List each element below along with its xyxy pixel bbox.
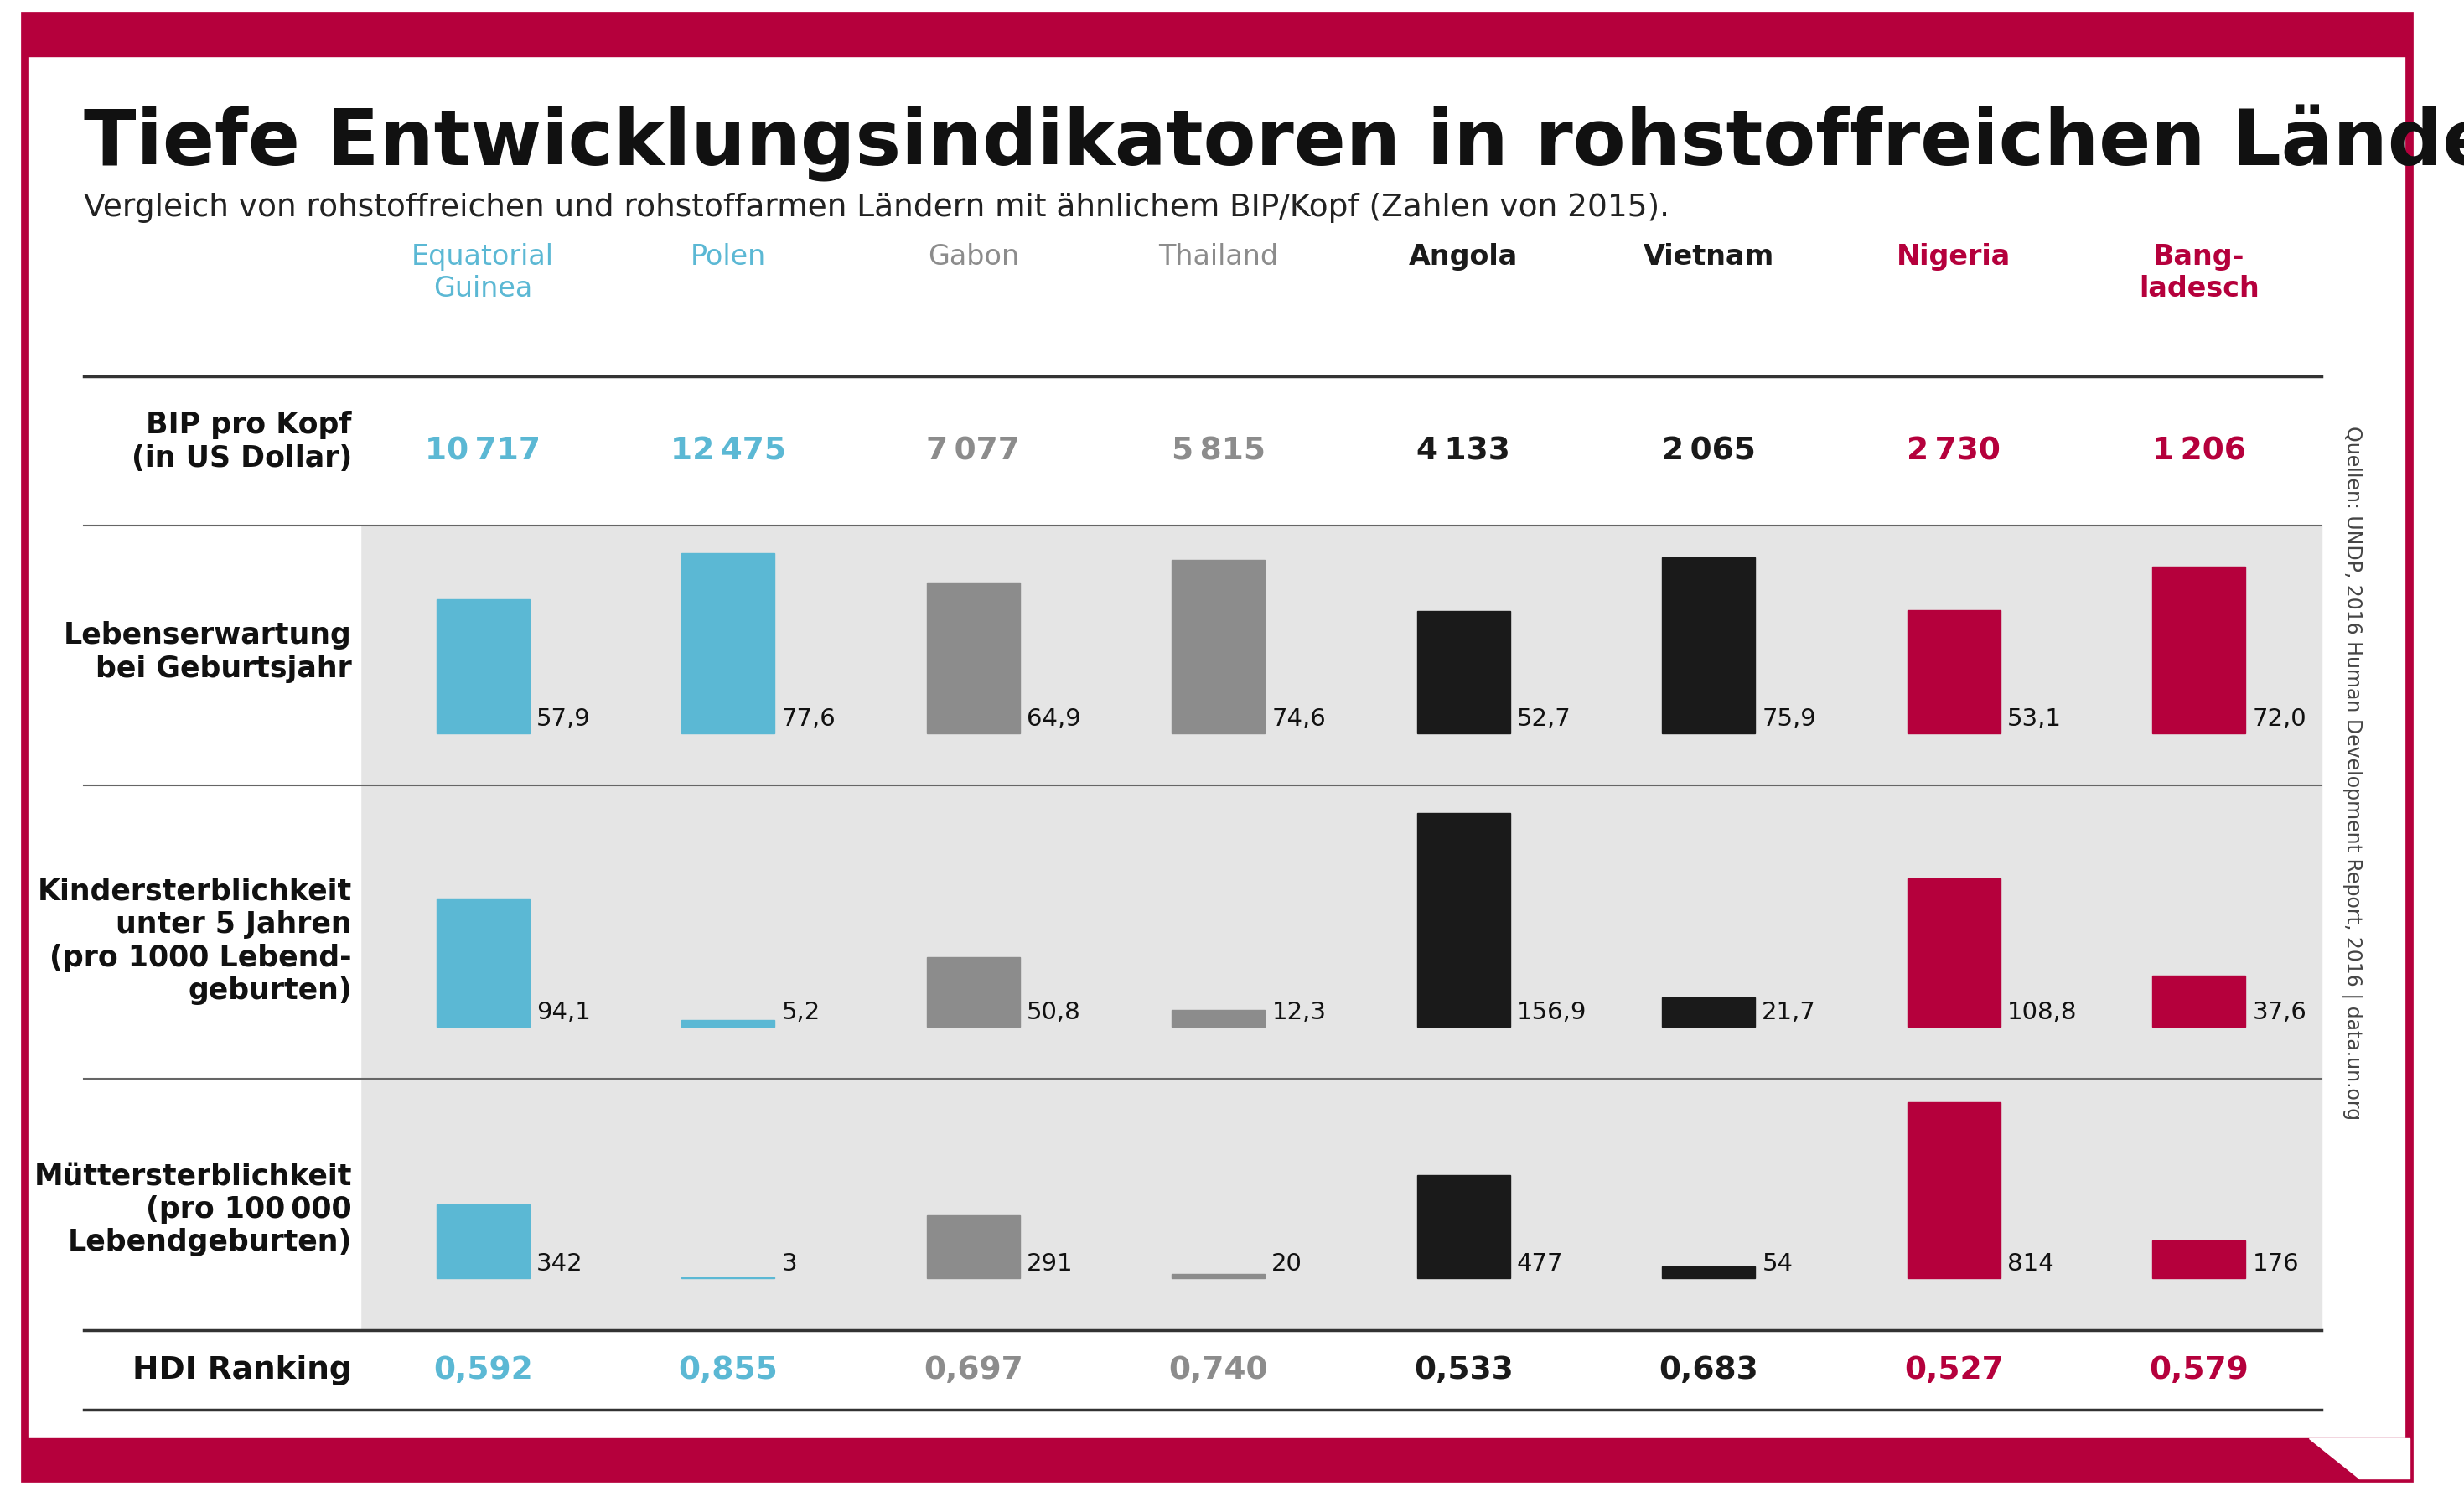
Text: Vergleich von rohstoffreichen und rohstoffarmen Ländern mit ähnlichem BIP/Kopf (: Vergleich von rohstoffreichen und rohsto… <box>84 193 1671 223</box>
Bar <box>360 526 2321 785</box>
Text: 0,592: 0,592 <box>434 1355 532 1385</box>
Text: 156,9: 156,9 <box>1518 1001 1587 1023</box>
Bar <box>1173 561 1264 734</box>
Bar <box>436 600 530 734</box>
Bar <box>1663 998 1754 1026</box>
Text: Equatorial
Guinea: Equatorial Guinea <box>411 243 554 303</box>
Bar <box>25 1438 2410 1478</box>
Text: 77,6: 77,6 <box>781 707 835 731</box>
Text: 54: 54 <box>1762 1251 1794 1275</box>
Text: Müttersterblichkeit
(pro 100 000
Lebendgeburten): Müttersterblichkeit (pro 100 000 Lebendg… <box>34 1162 352 1255</box>
Text: 12,3: 12,3 <box>1271 1001 1326 1023</box>
Text: 72,0: 72,0 <box>2252 707 2306 731</box>
Text: 5,2: 5,2 <box>781 1001 821 1023</box>
Text: 0,740: 0,740 <box>1168 1355 1269 1385</box>
Bar <box>1907 879 2001 1026</box>
Text: 4 133: 4 133 <box>1417 437 1510 467</box>
Text: 94,1: 94,1 <box>537 1001 591 1023</box>
Text: 108,8: 108,8 <box>2008 1001 2077 1023</box>
Text: 2 730: 2 730 <box>1907 437 2001 467</box>
Text: 75,9: 75,9 <box>1762 707 1816 731</box>
Text: 21,7: 21,7 <box>1762 1001 1816 1023</box>
Text: 53,1: 53,1 <box>2008 707 2062 731</box>
Text: Thailand: Thailand <box>1158 243 1279 271</box>
Text: Bang-
ladesch: Bang- ladesch <box>2139 243 2259 303</box>
Bar <box>1907 610 2001 734</box>
Text: 50,8: 50,8 <box>1027 1001 1082 1023</box>
Bar <box>1417 1175 1510 1278</box>
Text: 0,697: 0,697 <box>924 1355 1023 1385</box>
Text: 1 206: 1 206 <box>2151 437 2245 467</box>
Bar <box>1173 1273 1264 1278</box>
Text: Quellen: UNDP, 2016 Human Development Report, 2016 | data.un.org: Quellen: UNDP, 2016 Human Development Re… <box>2343 425 2363 1120</box>
Text: 57,9: 57,9 <box>537 707 591 731</box>
Text: 7 077: 7 077 <box>926 437 1020 467</box>
Text: 0,579: 0,579 <box>2149 1355 2250 1385</box>
Bar <box>683 1020 774 1026</box>
Bar <box>926 583 1020 734</box>
Text: 291: 291 <box>1027 1251 1074 1275</box>
Bar <box>683 553 774 734</box>
Polygon shape <box>2309 1438 2410 1478</box>
Text: Lebenserwartung
bei Geburtsjahr: Lebenserwartung bei Geburtsjahr <box>64 621 352 683</box>
Bar <box>1663 558 1754 734</box>
Text: 3: 3 <box>781 1251 796 1275</box>
Text: 20: 20 <box>1271 1251 1303 1275</box>
Bar <box>2154 977 2245 1026</box>
Bar <box>84 1079 360 1331</box>
Text: 37,6: 37,6 <box>2252 1001 2306 1023</box>
Text: 5 815: 5 815 <box>1170 437 1266 467</box>
Text: Tiefe Entwicklungsindikatoren in rohstoffreichen Ländern: Tiefe Entwicklungsindikatoren in rohstof… <box>84 104 2464 182</box>
Text: 0,533: 0,533 <box>1414 1355 1513 1385</box>
Text: BIP pro Kopf
(in US Dollar): BIP pro Kopf (in US Dollar) <box>131 411 352 472</box>
Bar <box>1417 612 1510 734</box>
Text: Polen: Polen <box>690 243 766 271</box>
Text: 342: 342 <box>537 1251 584 1275</box>
Text: 52,7: 52,7 <box>1518 707 1572 731</box>
Bar <box>1173 1010 1264 1026</box>
Bar <box>84 785 360 1079</box>
Text: Vietnam: Vietnam <box>1643 243 1774 271</box>
Text: HDI Ranking: HDI Ranking <box>133 1355 352 1385</box>
Text: 12 475: 12 475 <box>670 437 786 467</box>
Text: Kindersterblichkeit
unter 5 Jahren
(pro 1000 Lebend-
geburten): Kindersterblichkeit unter 5 Jahren (pro … <box>37 877 352 1005</box>
Text: 0,527: 0,527 <box>1905 1355 2003 1385</box>
Bar <box>2154 1240 2245 1278</box>
Text: 2 065: 2 065 <box>1661 437 1754 467</box>
Bar <box>360 785 2321 1079</box>
Text: 0,855: 0,855 <box>678 1355 779 1385</box>
Text: 10 717: 10 717 <box>426 437 540 467</box>
Text: 176: 176 <box>2252 1251 2299 1275</box>
Text: 814: 814 <box>2008 1251 2055 1275</box>
Bar <box>360 1079 2321 1331</box>
Text: Nigeria: Nigeria <box>1897 243 2011 271</box>
Bar <box>926 958 1020 1026</box>
Bar <box>1907 1103 2001 1278</box>
Text: 74,6: 74,6 <box>1271 707 1326 731</box>
Bar <box>436 898 530 1026</box>
Text: 64,9: 64,9 <box>1027 707 1082 731</box>
Text: Gabon: Gabon <box>926 243 1020 271</box>
Bar <box>436 1204 530 1278</box>
Bar <box>1417 814 1510 1026</box>
Text: 0,683: 0,683 <box>1658 1355 1759 1385</box>
Bar <box>926 1216 1020 1278</box>
Text: Angola: Angola <box>1409 243 1518 271</box>
Bar <box>25 17 2410 57</box>
Bar <box>1663 1267 1754 1278</box>
Text: 477: 477 <box>1518 1251 1562 1275</box>
Bar <box>84 526 360 785</box>
Bar <box>2154 567 2245 734</box>
